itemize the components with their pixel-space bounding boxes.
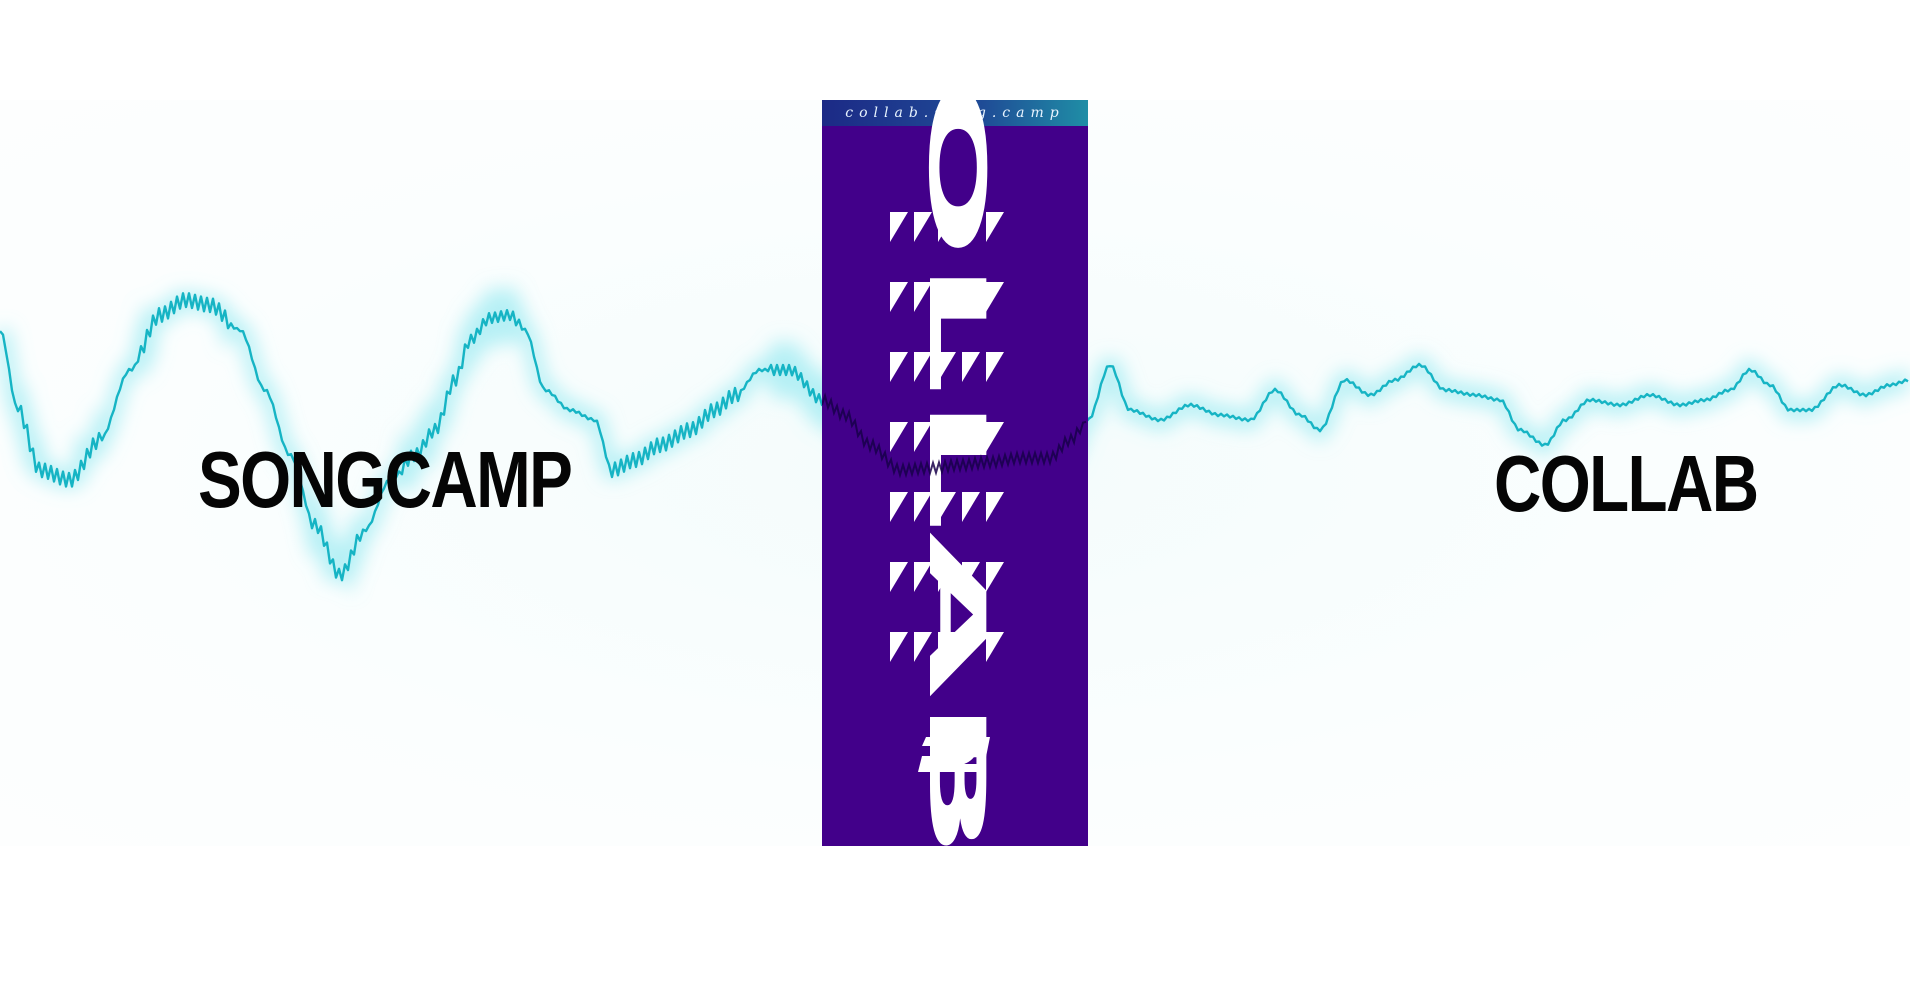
triangle-shape: [962, 632, 980, 662]
triangle-shape: [890, 492, 908, 522]
triangle-shape: [986, 492, 1004, 522]
poster-url: collab.song.camp: [845, 105, 1065, 121]
triangle-shape: [986, 632, 1004, 662]
collab-poster: collab.song.camp COLLAB: [822, 100, 1088, 846]
triangle-shape: [962, 422, 980, 452]
triangle-shape: [890, 212, 908, 242]
triangle-shape: [986, 562, 1004, 592]
triangle-shape: [914, 212, 932, 242]
triangle-shape: [914, 562, 932, 592]
triangle-shape: [986, 212, 1004, 242]
triangle-shape: [938, 492, 956, 522]
triangle-shape: [914, 632, 932, 662]
triangle-shape: [914, 282, 932, 312]
poster-waveform-overlay: [822, 392, 1087, 479]
triangle-shape: [986, 282, 1004, 312]
triangle-shape: [962, 352, 980, 382]
triangle-pattern: [890, 212, 1004, 662]
triangle-shape: [890, 562, 908, 592]
triangle-shape: [938, 632, 956, 662]
triangle-shape: [938, 282, 956, 312]
triangle-shape: [962, 562, 980, 592]
triangle-shape: [938, 212, 956, 242]
triangle-shape: [986, 352, 1004, 382]
triangle-shape: [914, 422, 932, 452]
triangle-shape: [890, 632, 908, 662]
poster-vertical-word: COLLAB: [912, 100, 1002, 846]
songcamp-word: SONGCAMP: [198, 435, 573, 524]
s-logo-icon: [918, 737, 990, 772]
triangle-shape: [986, 422, 1004, 452]
triangle-shape: [938, 352, 956, 382]
poster-url-bar: collab.song.camp: [822, 100, 1088, 126]
triangle-shape: [938, 562, 956, 592]
triangle-shape: [890, 422, 908, 452]
triangle-shape: [962, 212, 980, 242]
collab-word: COLLAB: [1494, 439, 1759, 528]
triangle-shape: [890, 352, 908, 382]
triangle-shape: [890, 282, 908, 312]
triangle-shape: [962, 492, 980, 522]
triangle-shape: [962, 282, 980, 312]
triangle-shape: [938, 422, 956, 452]
triangle-shape: [914, 352, 932, 382]
triangle-shape: [914, 492, 932, 522]
poster-artwork: COLLAB: [822, 100, 1087, 846]
